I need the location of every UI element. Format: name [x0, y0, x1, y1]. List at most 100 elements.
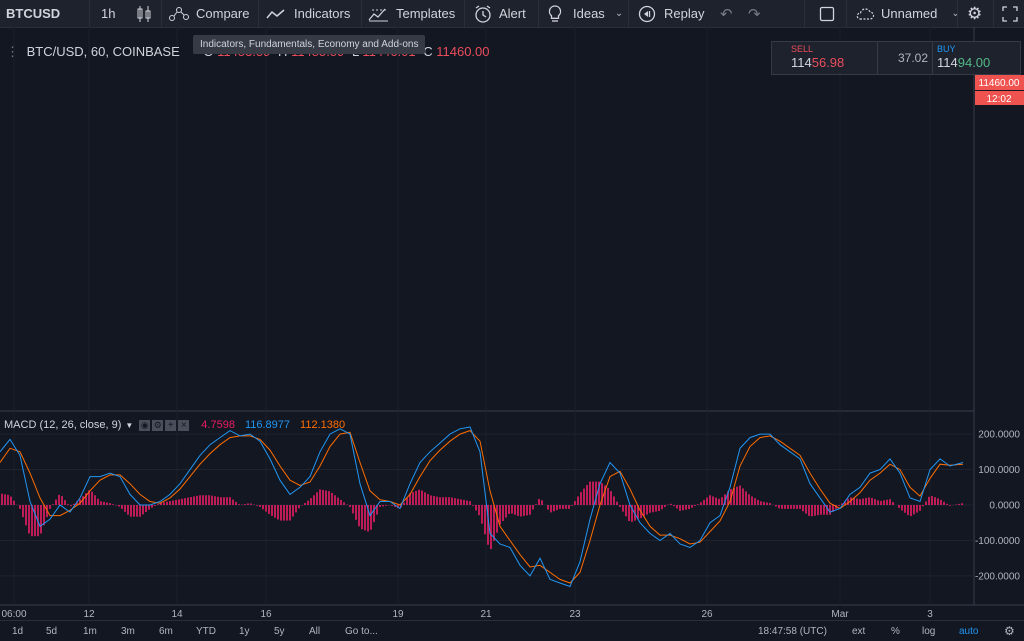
range-1y[interactable]: 1y: [239, 625, 250, 637]
gear-icon[interactable]: ⚙: [967, 3, 983, 23]
time-tick-label: 16: [260, 609, 272, 620]
macd-tick-label: -200.0000: [975, 571, 1020, 582]
undo-icon[interactable]: ↶: [720, 5, 733, 23]
percent-toggle[interactable]: %: [891, 625, 900, 637]
chevron-down-icon: ⌄: [951, 8, 960, 19]
macd-line: [0, 426, 964, 588]
range-all[interactable]: All: [309, 625, 321, 637]
macd-tick-label: 100.0000: [978, 465, 1020, 476]
replay-button[interactable]: Replay: [637, 0, 704, 27]
divider: [258, 0, 259, 27]
time-tick-label: 12: [83, 609, 95, 620]
sell-price-minor: 56.98: [811, 55, 845, 70]
alert-label: Alert: [499, 6, 526, 21]
candles-icon: [137, 5, 151, 22]
collapse-dots-icon[interactable]: ⋮: [6, 44, 19, 59]
time-tick-label: 06:00: [1, 609, 26, 620]
macd-tick-label: 0.0000: [989, 501, 1020, 512]
last-price-tag: 11460.00 12:02: [975, 75, 1024, 105]
close-icon[interactable]: ×: [178, 419, 190, 431]
interval-button[interactable]: 1h: [101, 6, 116, 21]
time-tick-label: 3: [927, 609, 933, 620]
replay-label: Replay: [664, 6, 705, 21]
range-ytd[interactable]: YTD: [196, 625, 216, 637]
macd-hist-value: 4.7598: [201, 419, 235, 431]
indicators-tooltip: Indicators, Fundamentals, Economy and Ad…: [193, 35, 426, 54]
symbol-search[interactable]: BTCUSD: [6, 6, 61, 21]
divider: [361, 0, 362, 27]
chart-canvas[interactable]: 200.0000 100.0000 0.0000 -100.0000 -200.0000…: [0, 27, 1024, 620]
range-5y[interactable]: 5y: [274, 625, 285, 637]
time-tick-label: 23: [569, 609, 581, 620]
compare-button[interactable]: Compare: [168, 0, 249, 27]
macd-legend: MACD (12, 26, close, 9) ▼ ◉ ⚙ + × 4.7598…: [4, 419, 345, 431]
redo-icon[interactable]: ↷: [748, 5, 761, 23]
indicators-label: Indicators: [294, 6, 351, 21]
expand-button[interactable]: [1002, 0, 1018, 27]
range-5d[interactable]: 5d: [46, 625, 58, 637]
indicators-icon: [266, 8, 285, 18]
range-3m[interactable]: 3m: [121, 625, 135, 637]
macd-axis: 200.0000 100.0000 0.0000 -100.0000 -200.0000: [975, 430, 1020, 583]
log-toggle[interactable]: log: [922, 625, 936, 637]
time-tick-label: Mar: [831, 609, 849, 620]
more-icon[interactable]: +: [165, 419, 177, 431]
divider: [89, 0, 90, 27]
gear-icon[interactable]: ⚙: [1004, 624, 1015, 638]
range-6m[interactable]: 6m: [159, 625, 173, 637]
compare-label: Compare: [196, 6, 250, 21]
time-tick-label: 26: [701, 609, 713, 620]
ideas-label: Ideas: [573, 6, 605, 21]
settings-icon[interactable]: ⚙: [152, 419, 164, 431]
divider: [846, 0, 847, 27]
divider: [993, 0, 994, 27]
macd-line-value: 116.8977: [244, 419, 291, 431]
spread-value: 37.02: [897, 51, 928, 65]
alert-button[interactable]: Alert: [473, 0, 526, 27]
chart-type-button[interactable]: [136, 0, 152, 27]
macd-tick-label: -100.0000: [975, 536, 1020, 547]
ext-toggle[interactable]: ext: [852, 625, 866, 637]
buy-price-major: 114: [937, 55, 958, 70]
square-icon: [819, 6, 835, 21]
indicators-button[interactable]: Indicators: [266, 0, 350, 27]
buy-price-minor: 94.00: [957, 55, 991, 70]
signal-line: [0, 430, 964, 584]
macd-signal-value: 112.1380: [300, 419, 346, 431]
chevron-down-icon[interactable]: ▼: [125, 420, 134, 430]
layout-menu[interactable]: Unnamed ⌄: [855, 0, 960, 27]
divider: [628, 0, 629, 27]
goto-button[interactable]: Go to...: [345, 625, 378, 637]
alert-clock-icon: [475, 4, 491, 23]
legend-symbol: BTC/USD, 60, COINBASE: [26, 44, 180, 59]
chevron-down-icon: ⌄: [614, 8, 624, 19]
compare-icon: [169, 6, 189, 21]
sell-button[interactable]: SELL 11456.98: [772, 42, 878, 74]
templates-icon: [368, 8, 388, 21]
clock-time[interactable]: 18:47:58 (UTC): [758, 625, 827, 637]
countdown-bg: [975, 91, 1024, 105]
divider: [804, 0, 805, 27]
auto-toggle[interactable]: auto: [959, 625, 979, 637]
time-tick-label: 21: [480, 609, 492, 620]
time-axis: 06:00 12 14 16 19 21 23 26 Mar 3: [1, 609, 933, 620]
macd-grid: [0, 27, 974, 605]
last-price-bg: [975, 75, 1024, 90]
eye-icon[interactable]: ◉: [139, 419, 151, 431]
divider: [161, 0, 162, 27]
ideas-button[interactable]: Ideas ⌄: [547, 0, 623, 27]
macd-tick-label: 200.0000: [978, 430, 1020, 441]
buy-button[interactable]: BUY 11494.00: [932, 42, 1020, 74]
sell-label: SELL: [791, 44, 814, 54]
range-1m[interactable]: 1m: [83, 625, 97, 637]
bottom-toolbar: 1d 5d 1m 3m 6m YTD 1y 5y All Go to... 18…: [0, 620, 1024, 641]
buy-label: BUY: [937, 44, 956, 54]
divider: [464, 0, 465, 27]
replay-icon: [638, 5, 656, 22]
fullscreen-button[interactable]: [819, 0, 835, 27]
templates-button[interactable]: Templates: [368, 0, 455, 27]
range-1d[interactable]: 1d: [12, 625, 24, 637]
expand-icon: [1002, 5, 1018, 22]
trade-panel: SELL 11456.98 37.02 BUY 11494.00: [771, 41, 1021, 75]
top-toolbar: BTCUSD 1h Compare Indicators Templates: [0, 0, 1024, 28]
